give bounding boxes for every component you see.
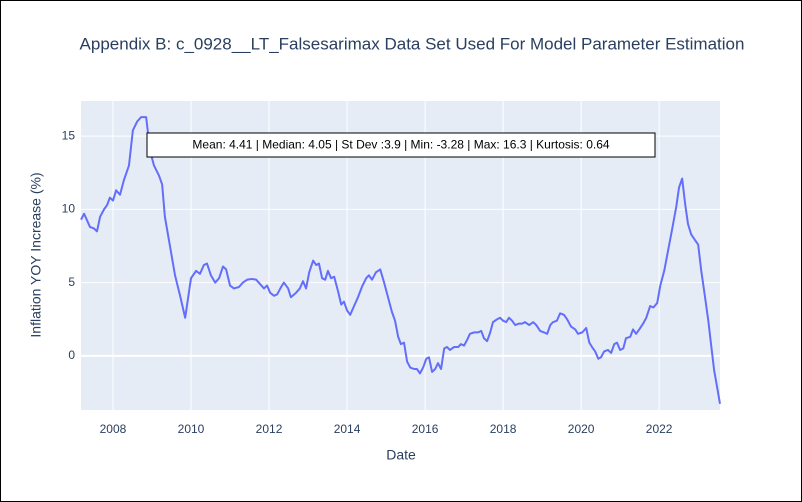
x-axis-title: Date (386, 447, 416, 463)
x-tick-label: 2012 (256, 422, 283, 436)
x-tick-label: 2010 (178, 422, 205, 436)
x-tick-label: 2016 (412, 422, 439, 436)
grid: 2008 2010 2012 2014 2016 2018 2020 2022 0 5 10 15 (62, 101, 720, 436)
plot (80, 116, 721, 405)
x-tick-label: 2022 (646, 422, 673, 436)
chart-title: Appendix B: c_0928__LT_Falsesarimax Data… (80, 34, 745, 53)
y-tick-label: 5 (68, 275, 75, 289)
x-tick-label: 2020 (568, 422, 595, 436)
annotation-box (146, 132, 656, 158)
line-series (80, 116, 721, 405)
x-tick-label: 2014 (334, 422, 361, 436)
y-tick-label: 0 (68, 348, 75, 362)
x-tick-label: 2018 (490, 422, 517, 436)
y-tick-label: 10 (62, 202, 76, 216)
y-axis-title: Inflation YOY Increase (%) (28, 172, 44, 337)
y-tick-label: 15 (62, 128, 76, 142)
annotation: Mean: 4.41 | Median: 4.05 | St Dev :3.9 … (192, 138, 609, 152)
x-tick-label: 2008 (100, 422, 127, 436)
